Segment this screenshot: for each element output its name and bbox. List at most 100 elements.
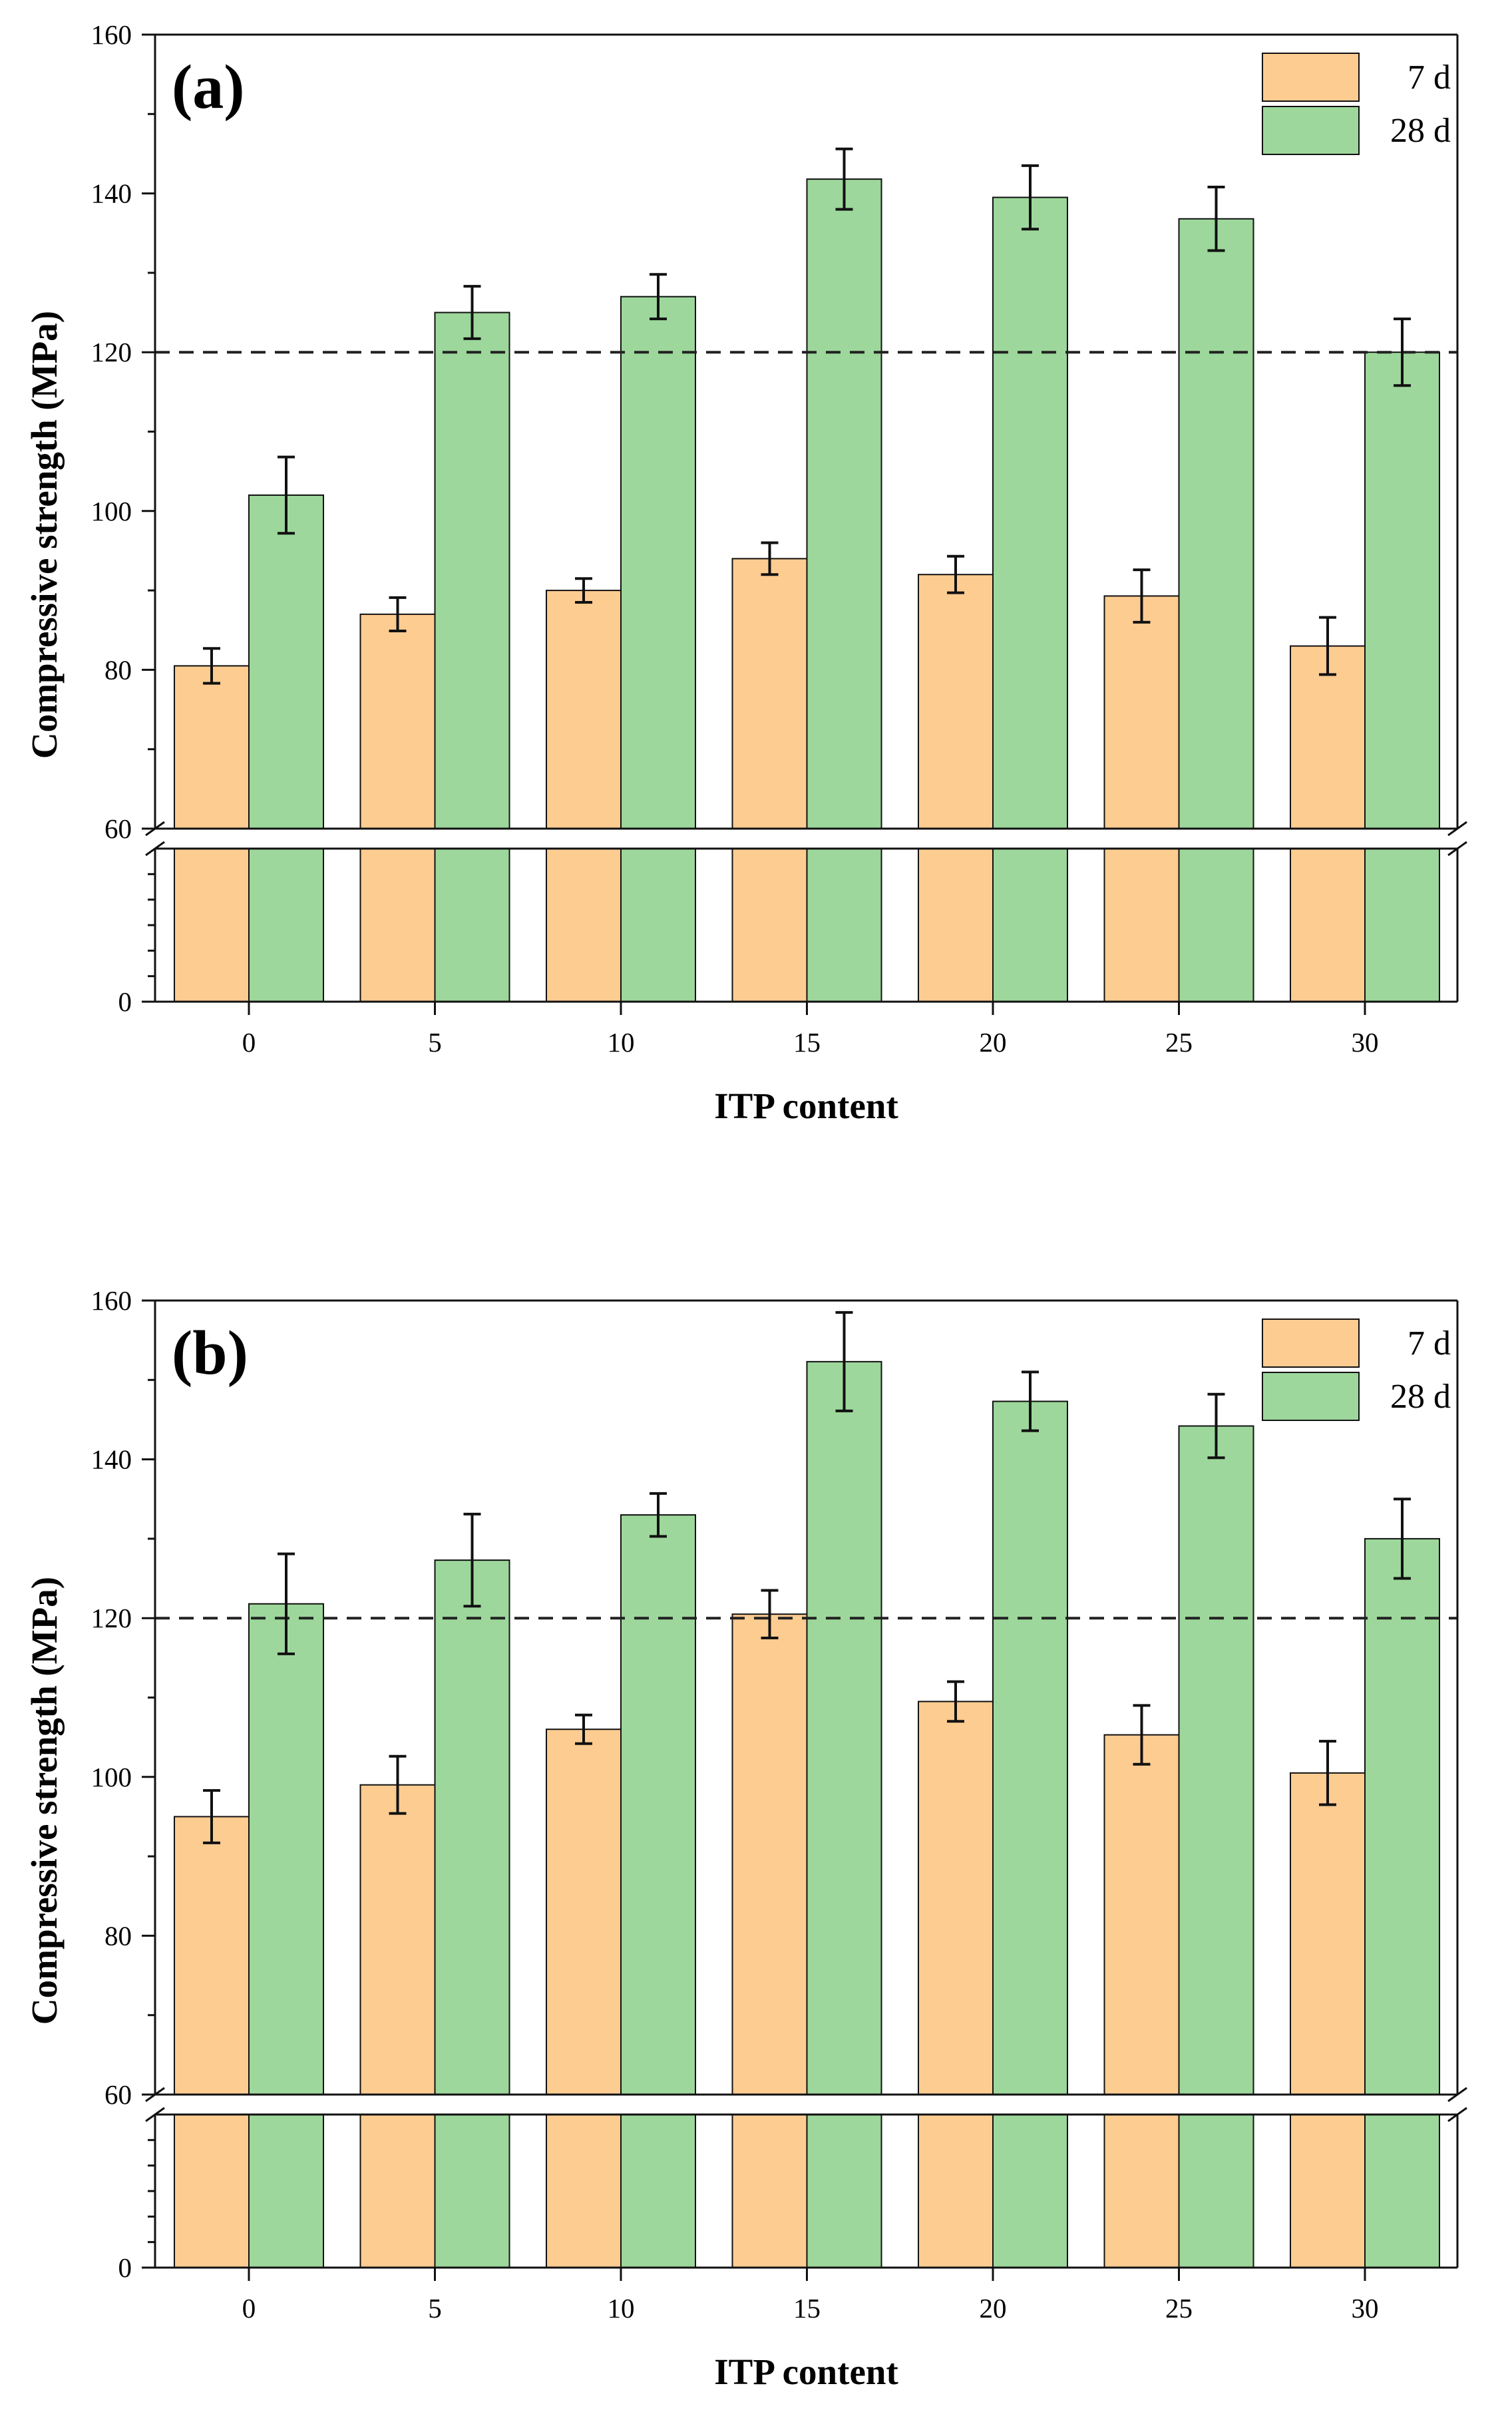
y-tick-label: 120 <box>91 337 132 367</box>
bar-7d-10-lower <box>546 2114 622 2268</box>
bar-7d-5-upper <box>359 1784 436 2095</box>
bar-7d-15-lower <box>731 2114 808 2268</box>
bar-7d-10-upper <box>546 1728 622 2095</box>
x-tick-label: 25 <box>1165 1027 1193 1058</box>
y-tick-label: 100 <box>91 1762 132 1792</box>
break-mark-right-top <box>1447 2087 1467 2103</box>
axis-break-gap <box>133 2095 1464 2114</box>
bar-7d-10-upper <box>546 590 622 829</box>
bar-7d-5-lower <box>359 2114 436 2268</box>
y-tick-label: 120 <box>91 1603 132 1633</box>
error-bar-28d-10 <box>650 1492 667 1538</box>
x-axis-title: ITP content <box>714 1086 898 1126</box>
legend-swatch-7d <box>1262 53 1360 102</box>
x-tick-label: 15 <box>793 1027 821 1058</box>
y-tick-label: 100 <box>91 496 132 526</box>
error-bar-7d-0 <box>203 647 220 685</box>
error-bar-7d-20 <box>947 554 964 594</box>
bar-28d-0-lower <box>248 2114 324 2268</box>
x-tick-label: 10 <box>608 1027 635 1058</box>
bar-7d-5-upper <box>359 613 436 829</box>
y-tick-label: 60 <box>104 2079 132 2110</box>
bar-28d-15-lower <box>806 2114 882 2268</box>
legend-swatch-7d <box>1262 1318 1360 1368</box>
bar-28d-5-upper <box>434 1559 510 2095</box>
x-tick-label: 5 <box>428 2293 442 2324</box>
error-bar-7d-15 <box>761 1589 779 1640</box>
bar-28d-25-lower <box>1178 2114 1254 2268</box>
error-bar-28d-20 <box>1022 1370 1039 1432</box>
y-axis-title: Compressive strength (MPa) <box>24 311 65 759</box>
error-bar-7d-5 <box>389 596 407 632</box>
error-bar-28d-15 <box>835 147 853 211</box>
bar-28d-10-upper <box>620 296 696 829</box>
bar-28d-15-upper <box>806 178 882 830</box>
error-bar-28d-20 <box>1022 164 1039 231</box>
error-bar-7d-15 <box>761 541 779 576</box>
y-tick-label: 80 <box>104 654 132 685</box>
error-bar-28d-30 <box>1394 1498 1411 1580</box>
bar-28d-10-upper <box>620 1514 696 2095</box>
bar-7d-25-lower <box>1103 2114 1180 2268</box>
error-bar-28d-15 <box>835 1311 853 1412</box>
legend-label: 7 d <box>1408 1324 1451 1362</box>
y-tick-label: 160 <box>91 1285 132 1316</box>
error-bar-7d-10 <box>575 577 592 604</box>
bar-28d-30-upper <box>1364 1537 1440 2095</box>
bar-7d-15-lower <box>731 848 808 1002</box>
panel-label: (a) <box>172 53 245 122</box>
legend-label: 28 d <box>1390 112 1451 150</box>
x-tick-label: 20 <box>980 1027 1007 1058</box>
chart-panel-2: 60 80 100 120 140 160 0 0 5 10 15 20 25 30 ITP content… <box>24 1285 1467 2392</box>
x-tick-label: 15 <box>793 2293 821 2324</box>
bar-28d-5-upper <box>434 311 510 829</box>
bar-28d-20-lower <box>992 2114 1068 2268</box>
y-tick-label: 140 <box>91 1444 132 1475</box>
bar-28d-30-lower <box>1364 848 1440 1002</box>
x-tick-label: 10 <box>608 2293 635 2324</box>
bar-28d-5-lower <box>434 848 510 1002</box>
error-bar-7d-10 <box>575 1713 592 1745</box>
y-tick-label: 0 <box>118 986 132 1017</box>
legend-label: 28 d <box>1390 1378 1451 1416</box>
y-tick-label: 160 <box>91 19 132 50</box>
error-bar-7d-20 <box>947 1680 964 1723</box>
bar-28d-10-lower <box>620 2114 696 2268</box>
break-mark-right-bottom <box>1447 2107 1467 2123</box>
bar-7d-15-upper <box>731 1613 808 2095</box>
bar-28d-30-upper <box>1364 351 1440 829</box>
x-tick-label: 30 <box>1352 2293 1379 2324</box>
error-bar-28d-5 <box>463 1512 481 1608</box>
y-tick-label: 60 <box>104 813 132 844</box>
x-tick-label: 30 <box>1352 1027 1379 1058</box>
bar-7d-20-lower <box>918 848 994 1002</box>
error-bar-28d-30 <box>1394 317 1411 387</box>
legend-label: 7 d <box>1408 59 1451 97</box>
break-mark-right-top <box>1447 821 1467 837</box>
error-bar-28d-0 <box>278 1552 295 1655</box>
bar-28d-5-lower <box>434 2114 510 2268</box>
y-tick-label: 80 <box>104 1920 132 1951</box>
bar-7d-20-lower <box>918 2114 994 2268</box>
bar-7d-25-upper <box>1103 595 1180 829</box>
panel-label: (b) <box>172 1318 248 1388</box>
x-tick-label: 20 <box>980 2293 1007 2324</box>
y-axis-title: Compressive strength (MPa) <box>24 1577 65 2025</box>
bar-7d-0-upper <box>174 665 250 829</box>
bar-28d-0-lower <box>248 848 324 1002</box>
bar-7d-30-upper <box>1290 1772 1366 2096</box>
bar-28d-25-upper <box>1178 218 1254 829</box>
break-mark-left-bottom <box>145 841 165 857</box>
bar-28d-25-upper <box>1178 1425 1254 2095</box>
error-bar-28d-5 <box>463 285 481 340</box>
error-bar-28d-25 <box>1207 1392 1225 1460</box>
bar-7d-0-lower <box>174 848 250 1002</box>
error-bar-28d-25 <box>1207 186 1225 252</box>
bar-7d-0-lower <box>174 2114 250 2268</box>
bar-7d-30-lower <box>1290 2114 1366 2268</box>
bar-28d-20-upper <box>992 1400 1068 2096</box>
x-tick-label: 25 <box>1165 2293 1193 2324</box>
bar-7d-15-upper <box>731 558 808 829</box>
chart-panel-1: 60 80 100 120 140 160 0 0 5 10 15 20 25 30 ITP content… <box>24 19 1467 1126</box>
